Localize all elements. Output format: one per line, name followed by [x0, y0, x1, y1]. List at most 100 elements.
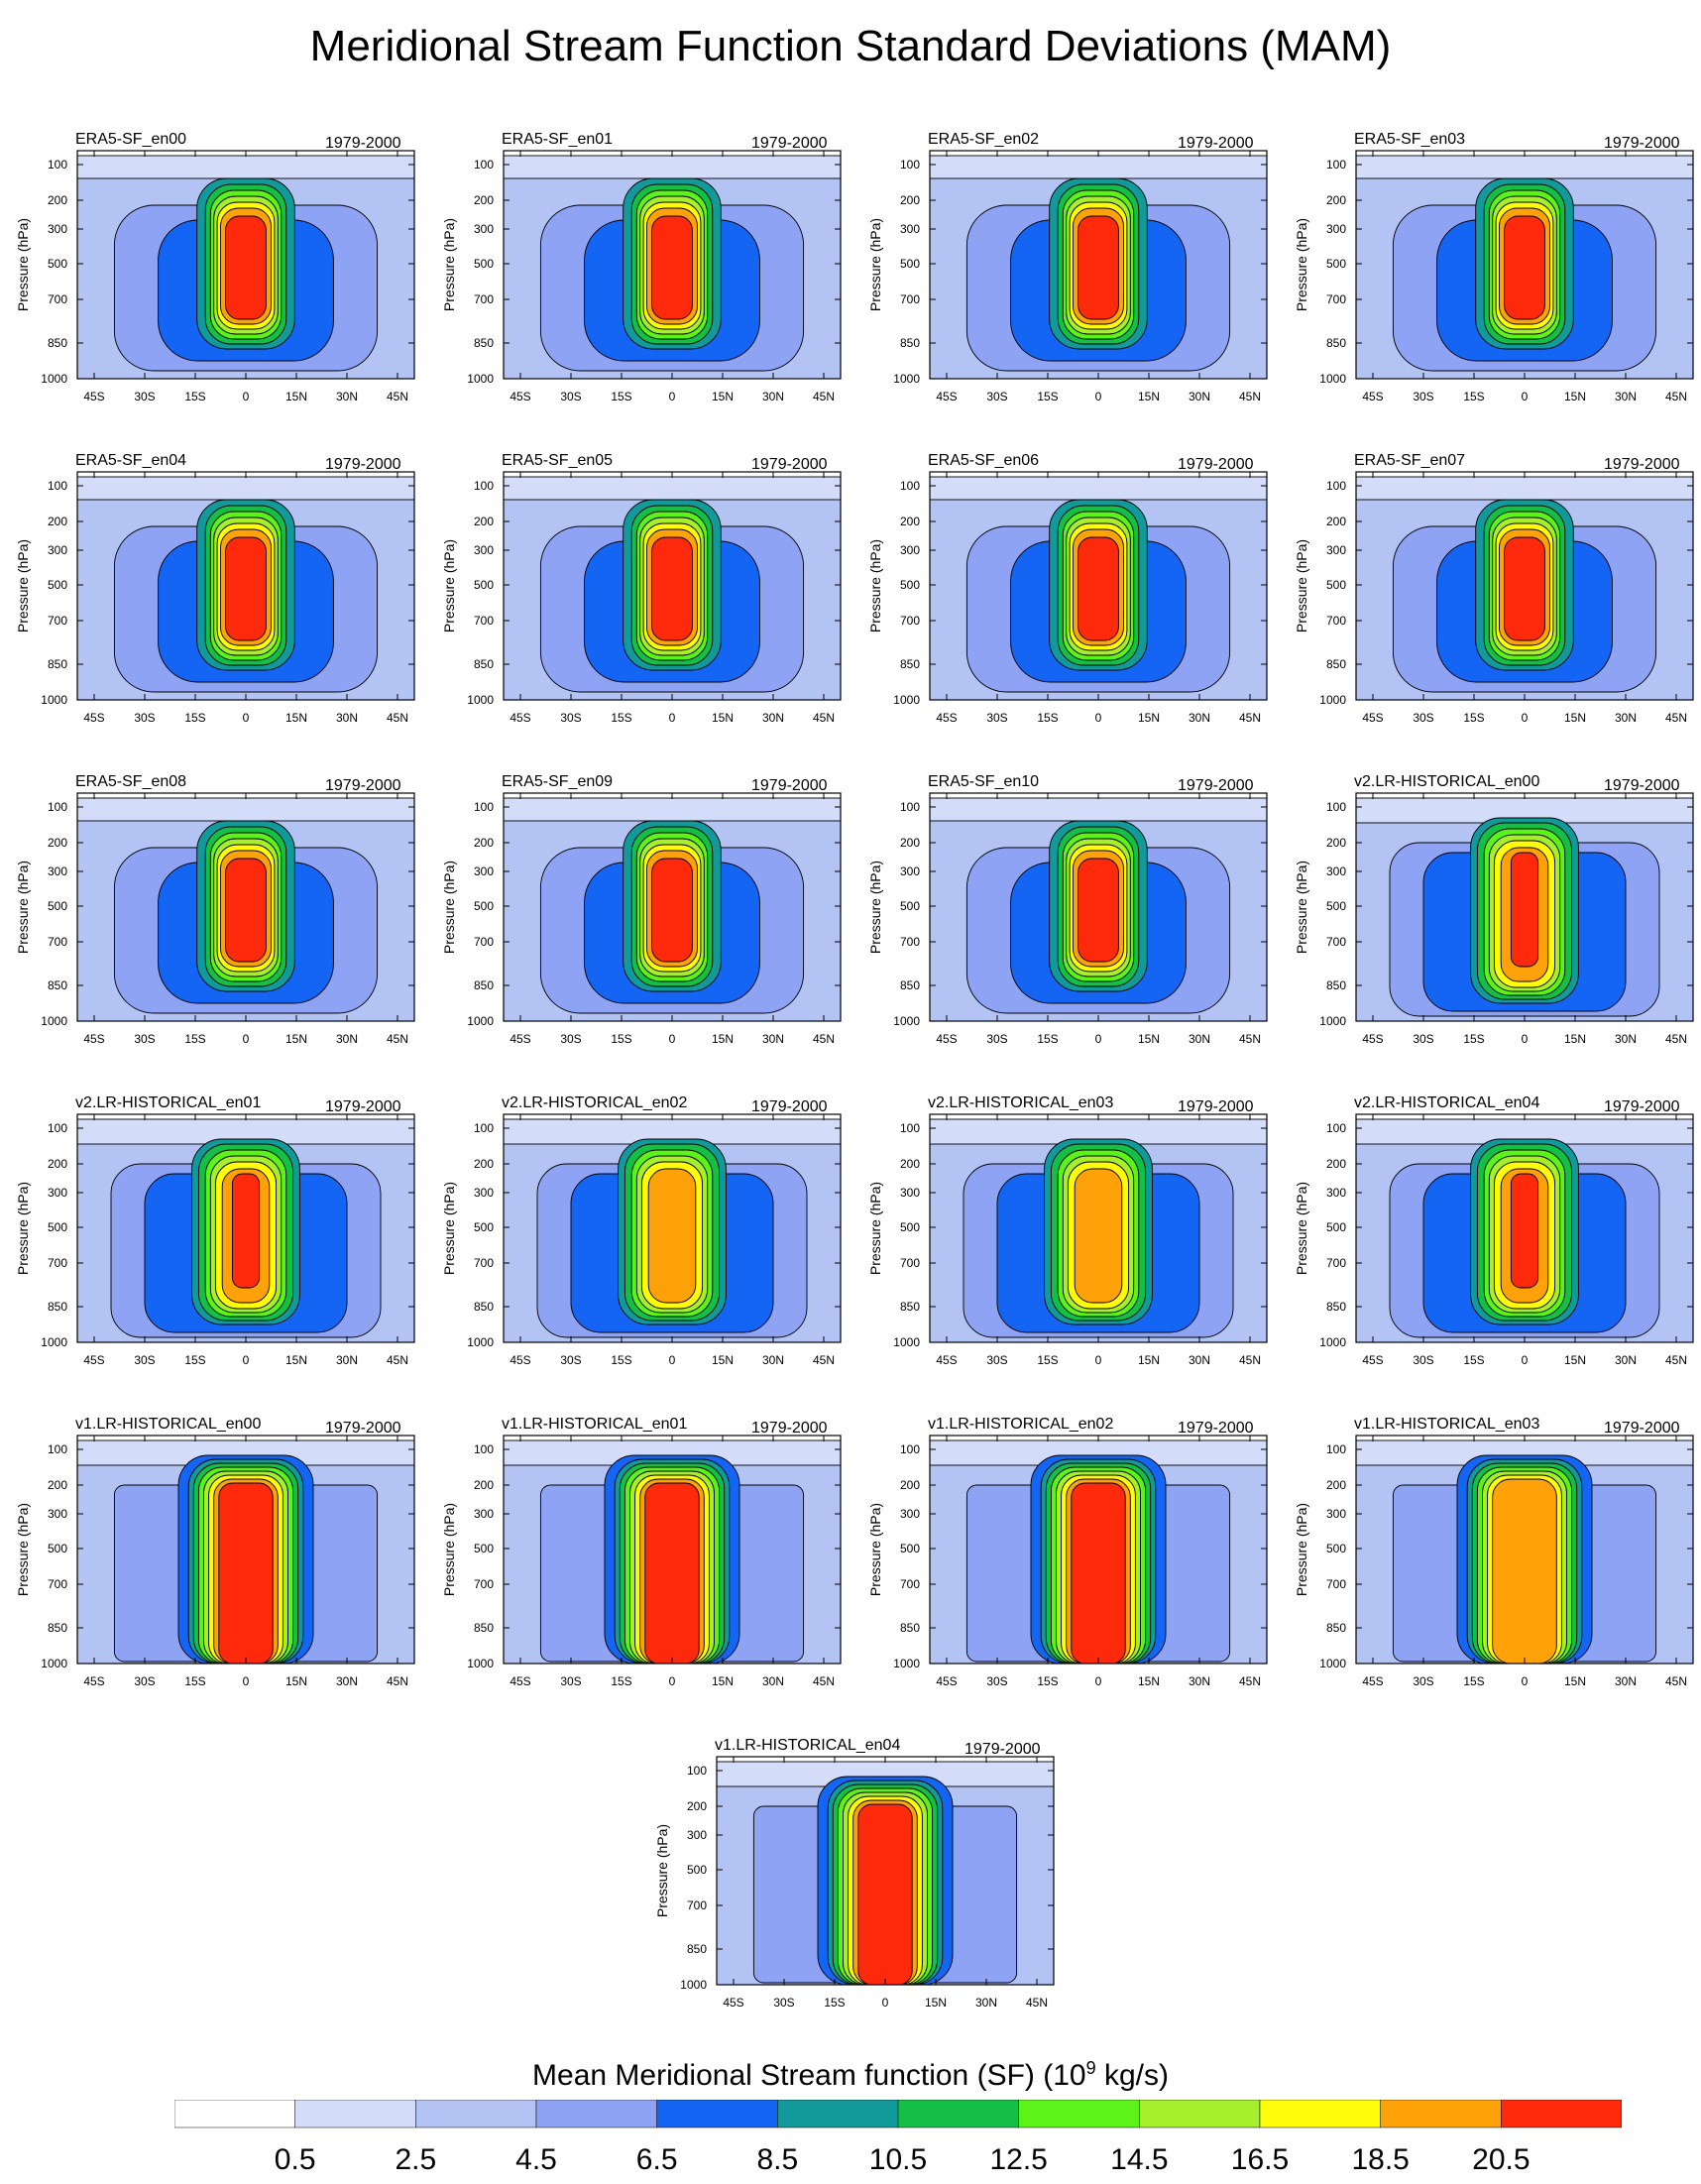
- y-tick-label: 1000: [1319, 1335, 1346, 1349]
- panel-period: 1979-2000: [964, 1741, 1041, 1758]
- panel-period: 1979-2000: [1178, 1098, 1254, 1115]
- x-tick-label: 15S: [611, 1032, 631, 1046]
- panel-period: 1979-2000: [1604, 1420, 1680, 1437]
- y-tick-label: 700: [1326, 935, 1346, 949]
- colorbar-swatch: [1018, 2100, 1140, 2128]
- panel-period: 1979-2000: [751, 1420, 828, 1437]
- panel-title: ERA5-SF_en02: [928, 131, 1040, 148]
- y-tick-label: 700: [48, 614, 67, 628]
- panel-plot: 100 200 300 500 700 850 1000 45S 30S 15S 0 15N 30N 45…: [441, 1435, 842, 1688]
- y-tick-label: 200: [900, 1157, 920, 1171]
- x-tick-label: 30S: [986, 390, 1007, 403]
- y-tick-label: 200: [900, 193, 920, 207]
- y-tick-label: 200: [900, 836, 920, 850]
- y-tick-label: 500: [1326, 1220, 1346, 1234]
- panel-plot: 100 200 300 500 700 850 1000 45S 30S 15S 0 15N 30N 45…: [15, 792, 415, 1046]
- x-tick-label: 15S: [611, 1674, 631, 1688]
- y-tick-label: 500: [474, 257, 494, 271]
- y-tick-label: 850: [900, 657, 920, 671]
- y-tick-label: 700: [1326, 614, 1346, 628]
- y-tick-label: 1000: [1319, 372, 1346, 386]
- y-tick-label: 850: [900, 1300, 920, 1314]
- x-tick-label: 45N: [387, 1674, 408, 1688]
- x-tick-label: 45S: [83, 711, 104, 725]
- panel-title: ERA5-SF_en04: [75, 452, 187, 469]
- panel-plot: 100 200 300 500 700 850 1000 45S 30S 15S 0 15N 30N 45…: [1294, 150, 1694, 403]
- contour-panel: ERA5-SF_en08 1979-2000 100 200 300 500 700 850 1…: [0, 753, 426, 1061]
- y-tick-label: 100: [474, 479, 494, 493]
- x-tick-label: 30N: [336, 711, 358, 725]
- y-tick-label: 700: [48, 1256, 67, 1270]
- x-tick-label: 45N: [1665, 390, 1687, 403]
- x-tick-label: 15S: [184, 390, 205, 403]
- contour-panel: v2.LR-HISTORICAL_en00 1979-2000 100 200 300 5…: [1279, 753, 1701, 1061]
- x-tick-label: 45N: [387, 390, 408, 403]
- plot-area: 100 200 300 500 700 850 1000 45S 30S 15S 0 15N 30N 45…: [867, 150, 1268, 403]
- panel-plot: 100 200 300 500 700 850 1000 45S 30S 15S 0 15N 30N 45…: [654, 1756, 1055, 2010]
- x-tick-label: 0: [1095, 1353, 1102, 1367]
- panel-plot: 100 200 300 500 700 850 1000 45S 30S 15S 0 15N 30N 45…: [867, 792, 1268, 1046]
- x-tick-label: 30N: [762, 390, 784, 403]
- y-tick-label: 100: [1326, 158, 1346, 172]
- x-tick-label: 30N: [975, 1996, 997, 2010]
- y-axis-label: Pressure (hPa): [441, 861, 457, 954]
- contour-level-18.5: [647, 1168, 697, 1304]
- y-tick-label: 200: [474, 515, 494, 528]
- panel-plot: 100 200 300 500 700 850 1000 45S 30S 15S 0 15N 30N 45…: [441, 471, 842, 725]
- colorbar-swatch: [897, 2100, 1019, 2128]
- y-axis-label: Pressure (hPa): [441, 539, 457, 632]
- x-tick-label: 15S: [184, 1674, 205, 1688]
- panel-period: 1979-2000: [325, 456, 401, 473]
- y-axis-label: Pressure (hPa): [15, 1182, 31, 1275]
- panel-period: 1979-2000: [1604, 135, 1680, 152]
- y-tick-label: 700: [48, 935, 67, 949]
- x-tick-label: 30N: [336, 1674, 358, 1688]
- panel-title: ERA5-SF_en00: [75, 131, 187, 148]
- x-tick-label: 30S: [134, 1032, 155, 1046]
- panel-plot: 100 200 300 500 700 850 1000 45S 30S 15S 0 15N 30N 45…: [867, 150, 1268, 403]
- x-tick-label: 15S: [184, 1353, 205, 1367]
- y-tick-label: 1000: [467, 1657, 494, 1670]
- x-tick-label: 0: [1095, 711, 1102, 725]
- colorbar-tick-label: 14.5: [1110, 2143, 1169, 2176]
- panel-title: v2.LR-HISTORICAL_en01: [75, 1094, 262, 1111]
- y-tick-label: 200: [1326, 193, 1346, 207]
- panel-period: 1979-2000: [1178, 777, 1254, 794]
- x-tick-label: 45S: [83, 1353, 104, 1367]
- x-tick-label: 30N: [1615, 1353, 1637, 1367]
- panel-plot: 100 200 300 500 700 850 1000 45S 30S 15S 0 15N 30N 45…: [867, 1435, 1268, 1688]
- y-tick-label: 1000: [893, 1014, 920, 1028]
- y-axis-label: Pressure (hPa): [867, 1182, 883, 1275]
- y-tick-label: 100: [48, 800, 67, 814]
- plot-area: 100 200 300 500 700 850 1000 45S 30S 15S 0 15N 30N 45…: [15, 150, 415, 403]
- panel-title: v2.LR-HISTORICAL_en02: [502, 1094, 688, 1111]
- y-tick-label: 700: [900, 1577, 920, 1591]
- panel-period: 1979-2000: [325, 1098, 401, 1115]
- y-tick-label: 500: [474, 1542, 494, 1555]
- y-tick-label: 300: [1326, 222, 1346, 236]
- x-tick-label: 30S: [986, 1032, 1007, 1046]
- y-axis-label: Pressure (hPa): [441, 1503, 457, 1596]
- panel-plot: 100 200 300 500 700 850 1000 45S 30S 15S 0 15N 30N 45…: [441, 1113, 842, 1367]
- x-tick-label: 45N: [813, 1032, 835, 1046]
- x-tick-label: 0: [243, 1032, 250, 1046]
- x-tick-label: 15S: [1463, 1674, 1484, 1688]
- x-tick-label: 45N: [1239, 1032, 1261, 1046]
- y-tick-label: 300: [900, 864, 920, 878]
- panel-period: 1979-2000: [1178, 1420, 1254, 1437]
- panel-period: 1979-2000: [1178, 456, 1254, 473]
- x-tick-label: 0: [669, 1032, 676, 1046]
- y-tick-label: 200: [48, 836, 67, 850]
- x-tick-label: 30S: [560, 1032, 581, 1046]
- y-tick-label: 500: [48, 1542, 67, 1555]
- x-tick-label: 15S: [1463, 1353, 1484, 1367]
- y-tick-label: 850: [1326, 1621, 1346, 1635]
- y-tick-label: 700: [48, 292, 67, 306]
- y-tick-label: 1000: [467, 693, 494, 707]
- y-axis-label: Pressure (hPa): [867, 861, 883, 954]
- x-tick-label: 45S: [1362, 390, 1383, 403]
- panel-title: ERA5-SF_en05: [502, 452, 614, 469]
- contour-level-20.5: [1510, 1173, 1539, 1289]
- y-tick-label: 100: [474, 1442, 494, 1456]
- y-tick-label: 100: [474, 800, 494, 814]
